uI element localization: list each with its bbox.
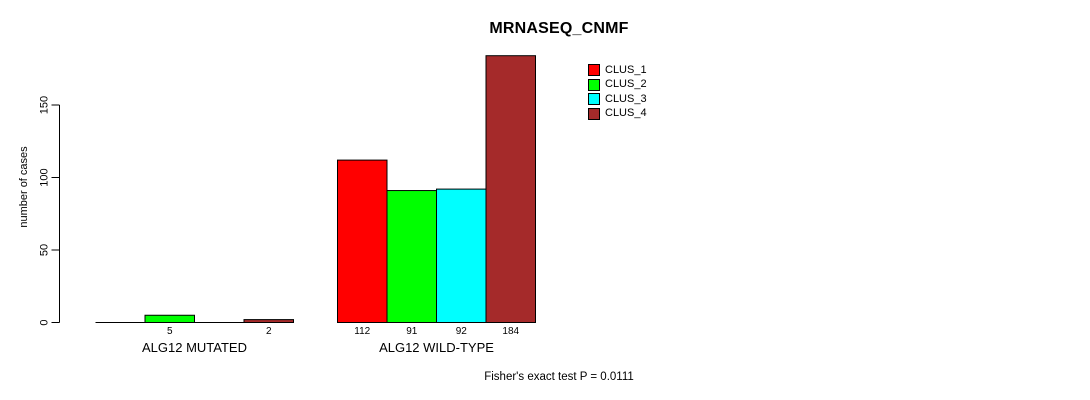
legend-swatch bbox=[588, 107, 600, 120]
y-axis-tick-label: 100 bbox=[39, 168, 51, 186]
bar-value-label: 92 bbox=[456, 326, 468, 337]
legend-swatch bbox=[588, 93, 600, 106]
bar-value-label: 184 bbox=[502, 326, 519, 337]
y-axis-tick-label: 50 bbox=[39, 244, 51, 256]
bar-CLUS_1 bbox=[337, 159, 388, 323]
legend-item: CLUS_1 bbox=[588, 63, 647, 78]
legend-item-label: CLUS_4 bbox=[605, 107, 647, 120]
bar-value-label: 2 bbox=[266, 326, 272, 337]
legend: CLUS_1 CLUS_2 CLUS_3 CLUS_4 bbox=[588, 63, 647, 121]
bar-CLUS_2 bbox=[386, 190, 437, 323]
x-group-label: ALG12 MUTATED bbox=[142, 340, 247, 355]
x-group-label: ALG12 WILD-TYPE bbox=[379, 340, 494, 355]
legend-item: CLUS_2 bbox=[588, 78, 647, 93]
chart-title: MRNASEQ_CNMF bbox=[489, 20, 629, 37]
fisher-test-annotation: Fisher's exact test P = 0.0111 bbox=[484, 371, 634, 383]
bar-CLUS_4 bbox=[243, 319, 294, 324]
y-axis-tick-label: 150 bbox=[39, 96, 51, 114]
y-axis-tick-label: 0 bbox=[39, 319, 51, 325]
bar-CLUS_4 bbox=[485, 55, 536, 323]
legend-item-label: CLUS_3 bbox=[605, 92, 647, 105]
y-axis-label: number of cases bbox=[18, 146, 30, 228]
bar-value-label: 112 bbox=[354, 326, 370, 337]
bar-CLUS_3 bbox=[436, 188, 487, 323]
legend-item: CLUS_3 bbox=[588, 92, 647, 107]
legend-item-label: CLUS_1 bbox=[605, 63, 647, 76]
bar-CLUS_2 bbox=[144, 314, 195, 323]
legend-swatch bbox=[588, 64, 600, 77]
bar-value-label: 5 bbox=[167, 326, 173, 337]
legend-swatch bbox=[588, 78, 600, 91]
legend-item: CLUS_4 bbox=[588, 107, 647, 122]
bar-value-label: 91 bbox=[406, 326, 418, 337]
legend-item-label: CLUS_2 bbox=[605, 78, 647, 91]
